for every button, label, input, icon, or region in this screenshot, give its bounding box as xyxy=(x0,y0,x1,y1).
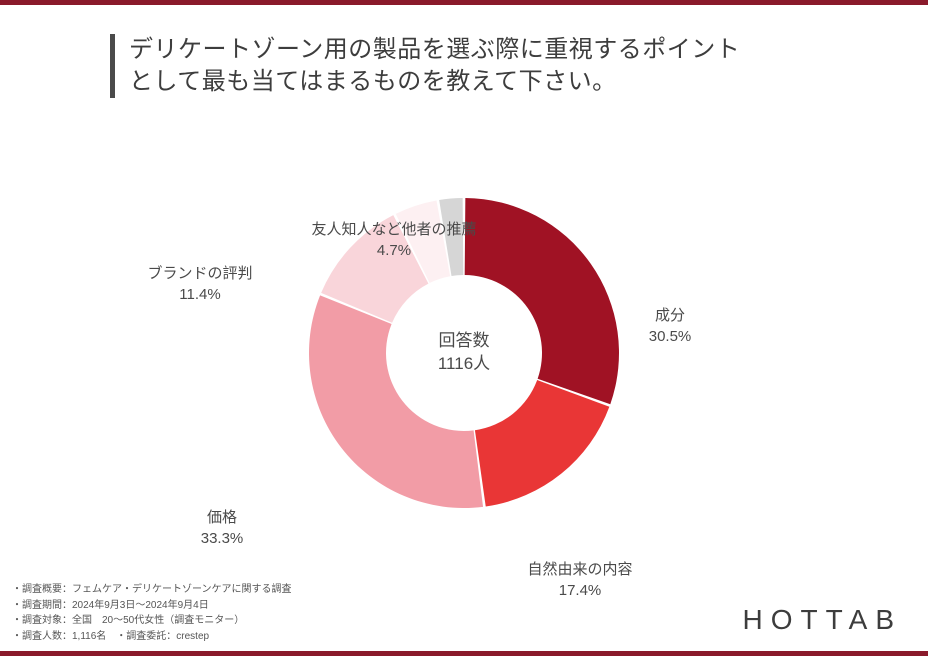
footnote-line: ・調査対象：全国 20～50代女性（調査モニター） xyxy=(12,613,292,629)
slice-label-0: 成分30.5% xyxy=(649,305,692,347)
page-title: デリケートゾーン用の製品を選ぶ際に重視するポイント として最も当てはまるものを教… xyxy=(129,34,740,99)
footnote-line: ・調査人数：1,116名 ・調査委託：crestep xyxy=(12,629,292,645)
title-accent-bar xyxy=(110,34,115,98)
slice-2 xyxy=(309,295,483,508)
bottom-bar xyxy=(0,651,928,656)
footnote-line: ・調査概要：フェムケア・デリケートゾーンケアに関する調査 xyxy=(12,582,292,598)
slice-label-3: ブランドの評判11.4% xyxy=(147,263,252,305)
slice-label-4: 友人知人など他者の推薦4.7% xyxy=(311,219,476,261)
donut-center-label: 回答数 1116人 xyxy=(438,330,490,376)
title-block: デリケートゾーン用の製品を選ぶ際に重視するポイント として最も当てはまるものを教… xyxy=(110,34,740,99)
footnotes: ・調査概要：フェムケア・デリケートゾーンケアに関する調査 ・調査期間：2024年… xyxy=(12,582,292,644)
center-line-2: 1116人 xyxy=(438,354,490,373)
top-bar xyxy=(0,0,928,5)
brand-logo: HOTTAB xyxy=(743,604,902,636)
title-line-2: として最も当てはまるものを教えて下さい。 xyxy=(129,68,617,95)
slice-1 xyxy=(475,380,609,506)
title-line-1: デリケートゾーン用の製品を選ぶ際に重視するポイント xyxy=(129,36,740,63)
slice-label-1: 自然由来の内容17.4% xyxy=(527,559,632,601)
footnote-line: ・調査期間：2024年9月3日～2024年9月4日 xyxy=(12,598,292,614)
chart-stage: 回答数 1116人 成分30.5%自然由来の内容17.4%価格33.3%ブランド… xyxy=(0,118,928,588)
center-line-1: 回答数 xyxy=(438,331,489,350)
slice-label-2: 価格33.3% xyxy=(201,507,244,549)
